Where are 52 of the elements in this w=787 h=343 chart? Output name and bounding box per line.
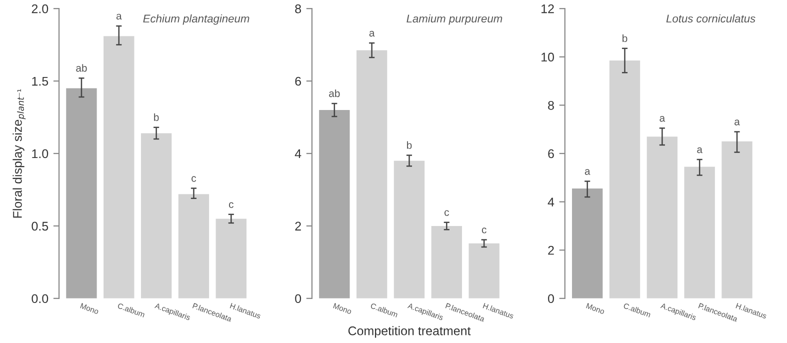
y-tick-label: 2 [548,246,554,255]
bar [356,50,388,298]
bar [684,166,715,298]
annotation: b [407,141,412,149]
bar [104,36,134,298]
bar [66,88,97,298]
bar [216,218,246,298]
y-tick-label: 0 [295,294,302,304]
y-tick-label: 0.0 [32,294,48,304]
chart-title: Echium plantagineum [143,14,250,25]
y-tick-label: 8 [548,100,554,110]
annotation: a [660,116,666,122]
bar [722,141,752,298]
bar [468,243,500,298]
y-tick-label: 10 [542,52,554,62]
chart-title: Lamium purpureum [406,14,502,25]
y-tick-label: 1.0 [32,149,48,158]
bar [572,188,603,298]
y-tick-label: 0 [548,294,554,304]
annotation: a [369,30,375,37]
annotation: c [192,176,196,182]
x-axis-title: Competition treatment [348,326,471,338]
y-tick-label: 12 [542,4,554,14]
y-tick-label: 4 [294,149,302,158]
bar [646,136,678,298]
y-tick-label: 8 [295,4,301,14]
annotation: ab [329,89,340,98]
y-tick-label: 2 [295,222,301,230]
y-tick-label: 2.0 [32,4,48,14]
annotation: b [154,113,159,121]
y-tick-label: 6 [295,76,301,86]
annotation: a [697,147,702,154]
y-axis-title: Floral display size$_{plant⁻¹}$ [12,89,26,218]
annotation: c [228,202,234,208]
annotation: ab [76,64,87,72]
y-tick-label: 1.5 [32,76,48,86]
chart-title: Lotus corniculatus [666,14,756,23]
annotation: c [444,210,449,216]
annotation: b [622,34,628,42]
annotation: a [116,14,122,20]
annotation: c [482,228,486,234]
bar [178,194,210,298]
bar [319,110,350,298]
y-tick-label: 6 [548,149,554,158]
y-tick-label: 0.5 [32,222,48,231]
annotation: a [584,169,590,175]
bar [394,160,425,298]
bar [140,133,172,298]
y-tick-label: 4 [548,198,554,206]
bar [609,60,640,298]
annotation: a [734,120,740,126]
bar [431,226,462,298]
